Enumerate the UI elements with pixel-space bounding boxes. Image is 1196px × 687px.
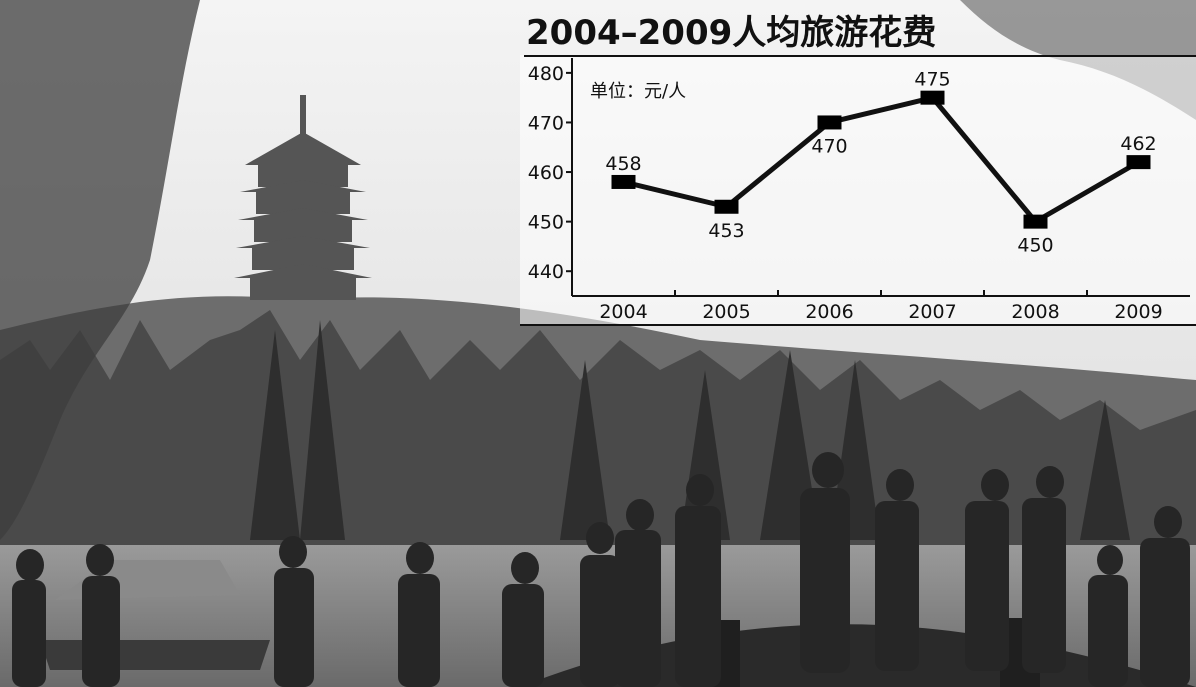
boat — [40, 640, 270, 670]
x-tick-label: 2008 — [1011, 301, 1059, 323]
x-tick-label: 2007 — [908, 301, 956, 323]
x-tick-label: 2009 — [1114, 301, 1162, 323]
chart-title: 2004–2009人均旅游花费 — [526, 13, 937, 53]
y-tick-label: 450 — [528, 212, 564, 234]
pagoda — [234, 95, 372, 300]
data-label: 470 — [811, 135, 847, 157]
y-tick-label: 480 — [528, 63, 564, 85]
data-labels: 458 453 470 475 450 462 — [605, 69, 1156, 257]
x-tick-label: 2005 — [702, 301, 750, 323]
data-label: 475 — [914, 69, 950, 91]
x-tick-label: 2006 — [805, 301, 853, 323]
walking-people — [12, 452, 1190, 687]
y-tick-label: 440 — [528, 261, 564, 283]
data-marker — [1023, 214, 1048, 229]
y-tick-label: 470 — [528, 112, 564, 134]
data-label: 453 — [708, 220, 744, 242]
series-line — [622, 95, 1140, 225]
data-marker — [817, 115, 842, 130]
data-label: 462 — [1120, 133, 1156, 155]
data-label: 458 — [605, 153, 641, 175]
x-ticks: 2004 2005 2006 2007 2008 2009 — [599, 290, 1163, 323]
chart-panel — [520, 55, 1196, 325]
data-markers — [611, 90, 1151, 229]
y-ticks: 440 450 460 470 480 — [528, 63, 572, 283]
line-chart: 440 450 460 470 480 2004 2005 2006 2007 2008 2009… — [520, 55, 1196, 326]
willow — [0, 0, 200, 540]
data-label: 450 — [1017, 235, 1053, 257]
data-marker — [920, 90, 945, 105]
y-tick-label: 460 — [528, 162, 564, 184]
unit-label: 单位：元/人 — [590, 81, 687, 102]
data-marker — [611, 174, 636, 189]
data-marker — [1126, 155, 1151, 170]
x-tick-label: 2004 — [599, 301, 647, 323]
data-marker — [714, 199, 739, 214]
